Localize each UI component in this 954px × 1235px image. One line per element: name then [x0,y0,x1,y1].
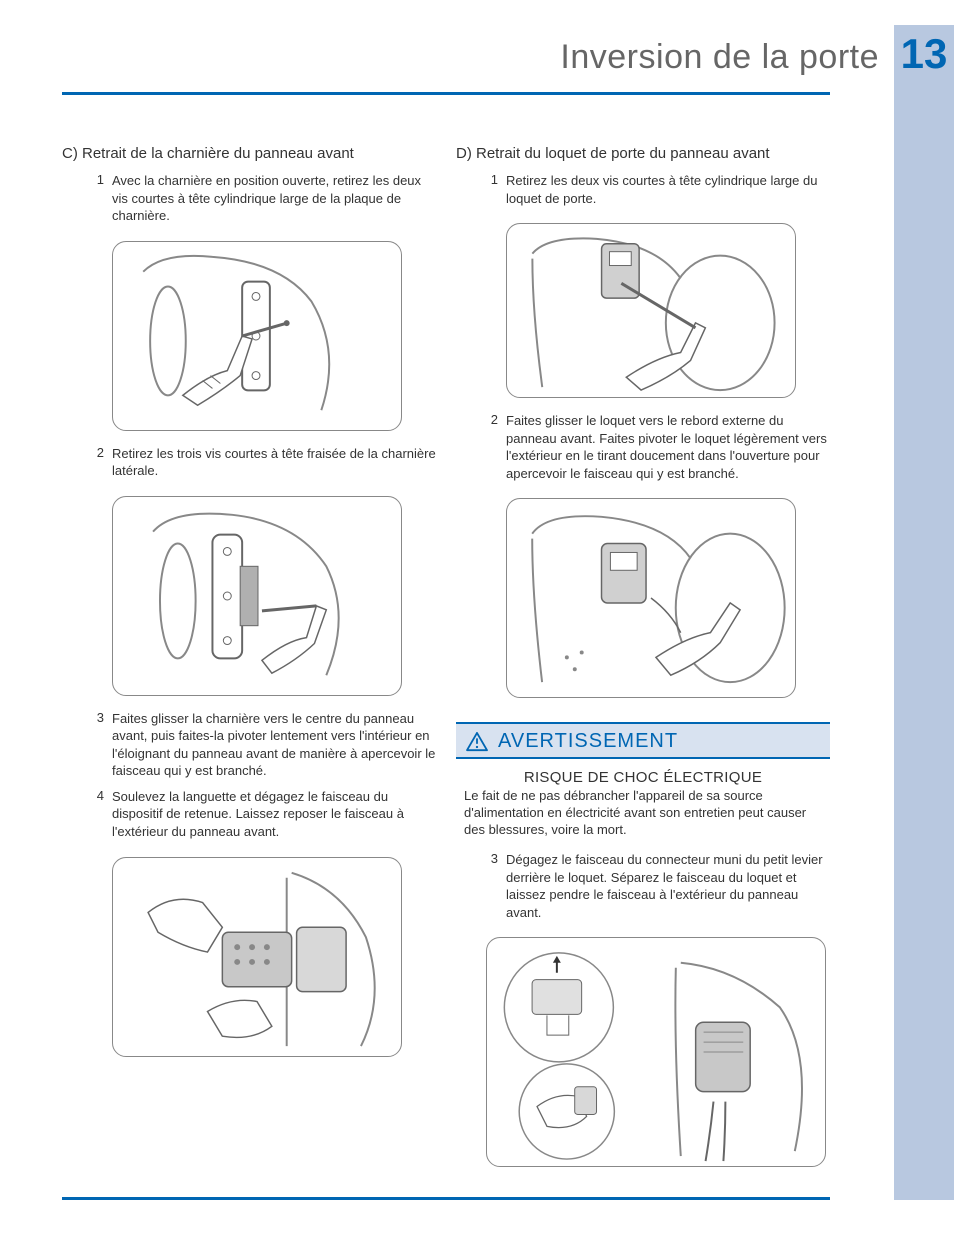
section-d-heading: D) Retrait du loquet de porte du panneau… [456,145,830,162]
content-columns: C) Retrait de la charnière du panneau av… [62,145,830,1181]
figure-c1 [112,241,402,431]
step-d2: 2 Faites glisser le loquet vers le rebor… [456,412,830,482]
figure-c2 [112,496,402,696]
step-number: 3 [92,710,112,780]
step-d3: 3 Dégagez le faisceau du connecteur muni… [456,851,830,921]
step-number: 3 [486,851,506,921]
warning-header: AVERTISSEMENT [466,730,820,753]
step-c3: 3 Faites glisser la charnière vers le ce… [62,710,436,780]
figure-c3 [112,857,402,1057]
step-c4: 4 Soulevez la languette et dégagez le fa… [62,788,436,841]
bottom-rule [62,1197,830,1200]
step-text: Dégagez le faisceau du connecteur muni d… [506,851,830,921]
step-c1: 1 Avec la charnière en position ouverte,… [62,172,436,225]
step-text: Retirez les deux vis courtes à tête cyli… [506,172,830,207]
section-c-heading: C) Retrait de la charnière du panneau av… [62,145,436,162]
figure-d1 [506,223,796,398]
page-title: Inversion de la porte [560,38,879,77]
step-number: 1 [486,172,506,207]
title-rule [62,92,830,95]
figure-d2 [506,498,796,698]
warning-box: AVERTISSEMENT [456,722,830,759]
harness-release-illustration [113,858,401,1056]
hinge-removal-illustration [113,242,401,430]
step-c2: 2 Retirez les trois vis courtes à tête f… [62,445,436,480]
page-number: 13 [894,30,954,78]
step-text: Avec la charnière en position ouverte, r… [112,172,436,225]
latch-screw-illustration [507,224,795,397]
connector-release-illustration [487,938,825,1166]
figure-d3 [486,937,826,1167]
step-text: Faites glisser la charnière vers le cent… [112,710,436,780]
manual-page: 13 Inversion de la porte C) Retrait de l… [0,0,954,1235]
step-d1: 1 Retirez les deux vis courtes à tête cy… [456,172,830,207]
warning-triangle-icon [466,732,488,752]
step-number: 2 [486,412,506,482]
step-text: Soulevez la languette et dégagez le fais… [112,788,436,841]
side-hinge-illustration [113,497,401,695]
warning-title: AVERTISSEMENT [498,730,678,753]
right-column: D) Retrait du loquet de porte du panneau… [456,145,830,1181]
step-number: 2 [92,445,112,480]
left-column: C) Retrait de la charnière du panneau av… [62,145,436,1181]
latch-slide-illustration [507,499,795,697]
step-number: 1 [92,172,112,225]
step-number: 4 [92,788,112,841]
step-text: Retirez les trois vis courtes à tête fra… [112,445,436,480]
step-text: Faites glisser le loquet vers le rebord … [506,412,830,482]
warning-content: RISQUE DE CHOC ÉLECTRIQUE Le fait de ne … [456,759,830,843]
page-side-bar [894,25,954,1200]
warning-body: Le fait de ne pas débrancher l'appareil … [462,788,824,843]
warning-subtitle: RISQUE DE CHOC ÉLECTRIQUE [462,769,824,786]
